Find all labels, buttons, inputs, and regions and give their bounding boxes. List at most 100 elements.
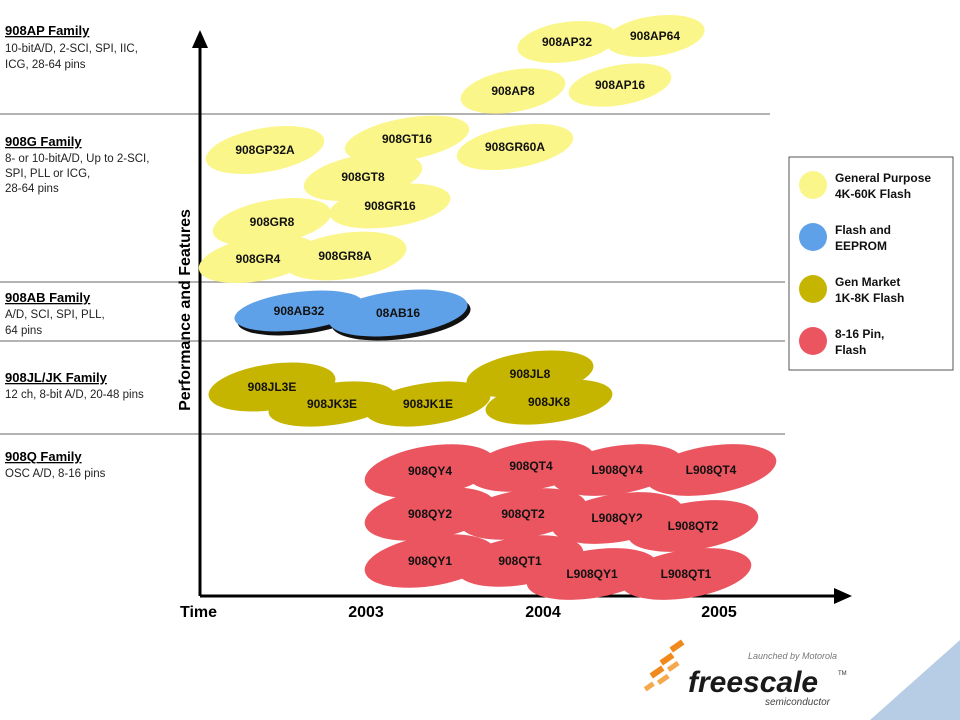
family-desc: ICG, 28-64 pins bbox=[5, 59, 86, 71]
legend-label: 8-16 Pin, bbox=[835, 327, 884, 341]
chip-908gr16: 908GR16 bbox=[329, 183, 451, 229]
chip-l908qt4: L908QT4 bbox=[645, 444, 777, 496]
chip-l908qt2: L908QT2 bbox=[627, 500, 759, 552]
chip-label: 908GR60A bbox=[485, 140, 545, 154]
legend-item-fe: Flash and EEPROM bbox=[799, 223, 891, 253]
legend-label: Gen Market bbox=[835, 275, 900, 289]
family-desc: 12 ch, 8-bit A/D, 20-48 pins bbox=[5, 389, 144, 401]
family-desc: 10-bitA/D, 2-SCI, SPI, IIC, bbox=[5, 43, 138, 55]
chip-bubble bbox=[344, 115, 470, 163]
chip-label: 908JK1E bbox=[403, 397, 453, 411]
chip-label: 908GT16 bbox=[382, 132, 432, 146]
chip-label: L908QT2 bbox=[668, 519, 719, 533]
chip-bubble bbox=[517, 21, 617, 63]
family-jl: 908JL/JK Family 12 ch, 8-bit A/D, 20-48 … bbox=[5, 370, 144, 401]
chip-l908qt1: L908QT1 bbox=[620, 548, 752, 600]
chip-bubble bbox=[568, 63, 672, 107]
chip-label: 908GR8A bbox=[318, 249, 372, 263]
chip-label: 908JL8 bbox=[510, 367, 551, 381]
chip-908jk3e: 908JK3E bbox=[268, 381, 396, 427]
corner-decoration bbox=[870, 640, 960, 720]
chip-908ap16: 908AP16 bbox=[568, 63, 672, 107]
chip-label: 08AB16 bbox=[376, 306, 420, 320]
chip-bubble bbox=[620, 548, 752, 600]
chip-label: 908GP32A bbox=[235, 143, 295, 157]
legend-swatch bbox=[799, 327, 827, 355]
chip-908gt16: 908GT16 bbox=[344, 115, 470, 163]
family-title: 908Q Family bbox=[5, 449, 82, 464]
y-axis-arrow bbox=[192, 30, 208, 48]
chip-08ab16: 08AB16 bbox=[328, 289, 471, 341]
chip-label: 908QT4 bbox=[509, 459, 553, 473]
x-axis-arrow bbox=[834, 588, 852, 604]
chip-bubble bbox=[365, 381, 491, 427]
chip-label: 908GR16 bbox=[364, 199, 416, 213]
chip-bubble bbox=[205, 125, 325, 175]
chip-label: 908AP32 bbox=[542, 35, 592, 49]
legend-label: Flash and bbox=[835, 223, 891, 237]
chip-bubble bbox=[485, 379, 613, 425]
legend-label: General Purpose bbox=[835, 171, 931, 185]
freescale-mark-icon bbox=[643, 639, 685, 692]
axes: Performance and Features Time 2003 2004 … bbox=[177, 30, 852, 621]
chip-label: 908QY2 bbox=[408, 507, 452, 521]
family-g: 908G Family 8- or 10-bitA/D, Up to 2-SCI… bbox=[5, 134, 149, 195]
chip-label: L908QY1 bbox=[566, 567, 618, 581]
chip-label: 908GR4 bbox=[236, 252, 281, 266]
legend: General Purpose 4K-60K Flash Flash and EEPR… bbox=[788, 156, 954, 371]
chip-bubble bbox=[364, 444, 496, 498]
x-axis-tick-2005: 2005 bbox=[701, 604, 737, 621]
chip-label: 908QT1 bbox=[498, 554, 542, 568]
y-axis-label: Performance and Features bbox=[177, 209, 194, 411]
chip-label: 908JK3E bbox=[307, 397, 357, 411]
legend-label: EEPROM bbox=[835, 239, 887, 253]
x-axis-label-time: Time bbox=[180, 604, 217, 621]
legend-label: 1K-8K Flash bbox=[835, 291, 904, 305]
chip-908ap32: 908AP32 bbox=[517, 21, 617, 63]
row-dividers bbox=[0, 113, 785, 435]
x-axis-tick-2003: 2003 bbox=[348, 604, 384, 621]
brand-name: freescale bbox=[688, 666, 818, 699]
chip-label: 908QY1 bbox=[408, 554, 452, 568]
legend-swatch bbox=[799, 223, 827, 251]
legend-item-gm: Gen Market 1K-8K Flash bbox=[799, 275, 904, 305]
legend-swatch bbox=[799, 171, 827, 199]
chip-label: L908QT4 bbox=[686, 463, 737, 477]
chip-label: 908QT2 bbox=[501, 507, 545, 521]
chip-bubble bbox=[460, 68, 566, 114]
chip-label: 908AP16 bbox=[595, 78, 645, 92]
chip-label: 908JK8 bbox=[528, 395, 570, 409]
legend-label: Flash bbox=[835, 343, 866, 357]
chip-label: 908GT8 bbox=[341, 170, 385, 184]
chip-bubble bbox=[328, 289, 468, 337]
chip-label: 908AP64 bbox=[630, 29, 680, 43]
brand-tagline: Launched by Motorola bbox=[748, 651, 837, 661]
legend-label: 4K-60K Flash bbox=[835, 187, 911, 201]
family-ab: 908AB Family A/D, SCI, SPI, PLL, 64 pins bbox=[5, 290, 105, 337]
brand-trademark: TM bbox=[838, 671, 847, 677]
chip-bubbles: 908AP32 908AP64 908AP8 908AP16 908GP32A 908GT… bbox=[198, 15, 777, 600]
chip-bubble bbox=[329, 183, 451, 229]
family-desc: 28-64 pins bbox=[5, 183, 59, 195]
chip-bubble bbox=[212, 197, 332, 247]
family-desc: A/D, SCI, SPI, PLL, bbox=[5, 309, 105, 321]
chip-908gr60a: 908GR60A bbox=[456, 123, 574, 171]
family-desc: 8- or 10-bitA/D, Up to 2-SCI, bbox=[5, 153, 149, 165]
chip-label: L908QT1 bbox=[661, 567, 712, 581]
chip-908ap8: 908AP8 bbox=[460, 68, 566, 114]
chip-label: L908QY4 bbox=[591, 463, 643, 477]
chip-908gp32a: 908GP32A bbox=[205, 125, 325, 175]
family-desc: 64 pins bbox=[5, 325, 42, 337]
chip-908gr8: 908GR8 bbox=[212, 197, 332, 247]
chip-label: L908QY2 bbox=[591, 511, 643, 525]
family-ap: 908AP Family 10-bitA/D, 2-SCI, SPI, IIC,… bbox=[5, 23, 138, 71]
chip-bubble bbox=[605, 15, 705, 57]
brand-sub: semiconductor bbox=[765, 697, 831, 708]
legend-swatch bbox=[799, 275, 827, 303]
freescale-logo: Launched by Motorola freescale TM semico… bbox=[643, 639, 847, 708]
chip-label: 908GR8 bbox=[250, 215, 295, 229]
chip-bubble bbox=[645, 444, 777, 496]
legend-item-gp: General Purpose 4K-60K Flash bbox=[799, 171, 931, 201]
chip-908qy4: 908QY4 bbox=[364, 444, 496, 498]
